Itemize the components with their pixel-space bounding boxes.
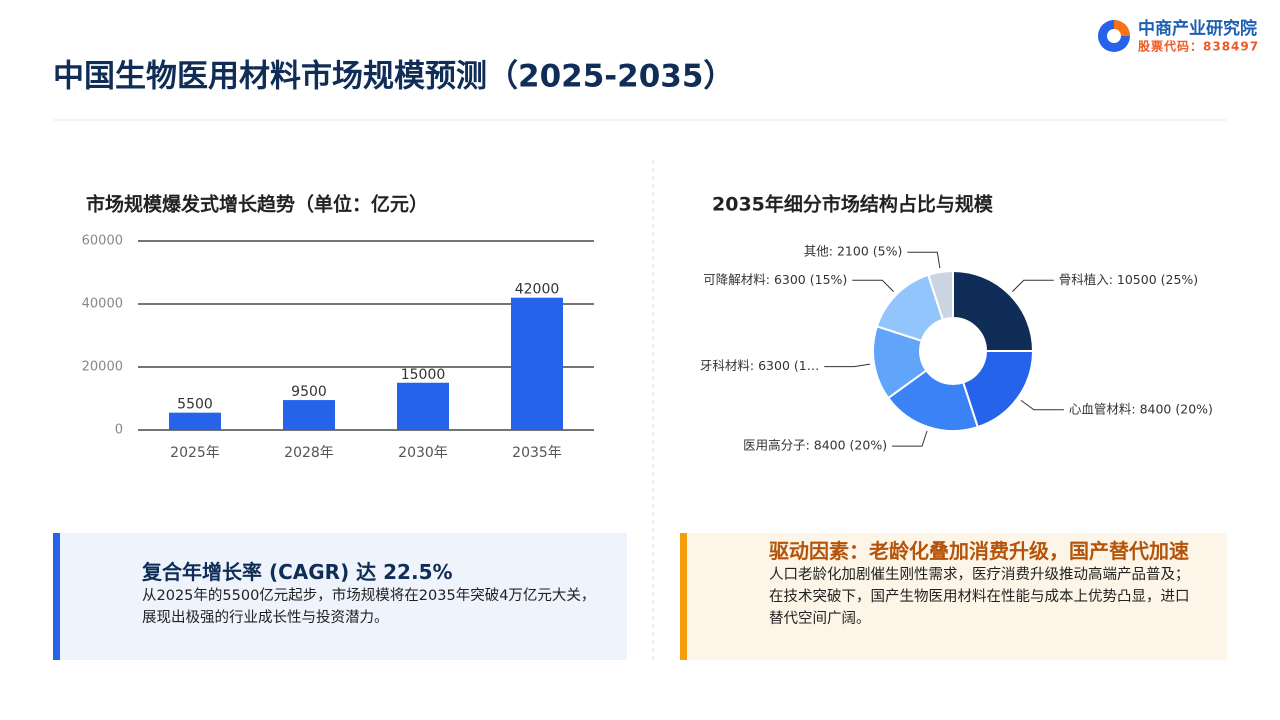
pie-slice — [927, 269, 954, 321]
pie-chart: 骨科植入: 10500 (25%) 心血管材料: 8400 (20%) 医用高分子:… — [700, 244, 1213, 453]
cagr-card: 复合年增长率 (CAGR) 达 22.5% 从2025年的5500亿元起步，市场… — [53, 533, 627, 660]
bar — [397, 382, 449, 430]
leader-line — [852, 279, 894, 292]
bar — [169, 412, 221, 430]
card-text: 从2025年的5500亿元起步，市场规模将在2035年突破4万亿元大关，展现出极… — [142, 588, 596, 626]
leader-line — [1020, 399, 1064, 411]
leader-line — [1012, 279, 1054, 292]
data-label: 15000 — [401, 367, 446, 383]
chart-title: 2035年细分市场结构占比与规模 — [712, 193, 994, 216]
slice-label: 牙科材料: 6300 (1… — [700, 358, 819, 373]
slice-label: 骨科植入: 10500 (25%) — [1059, 272, 1198, 287]
leader-line — [892, 430, 928, 447]
bar — [283, 400, 335, 430]
card-title: 复合年增长率 (CAGR) 达 22.5% — [142, 560, 453, 584]
x-tick-label: 2035年 — [512, 445, 562, 461]
y-tick-label: 20000 — [82, 360, 123, 375]
logo-name: 中商产业研究院 — [1138, 18, 1257, 39]
x-tick-label: 2028年 — [284, 445, 334, 461]
card-text: 人口老龄化加剧催生刚性需求，医疗消费升级推动高端产品普及；在技术突破下，国产生物… — [769, 567, 1190, 627]
bar-chart: 0 20000 40000 60000 5500 2025年 9500 2028年 15000 2… — [82, 234, 594, 461]
driver-card: 驱动因素：老龄化叠加消费升级，国产替代加速 人口老龄化加剧催生刚性需求，医疗消费… — [680, 533, 1227, 660]
slice-label: 其他: 2100 (5%) — [804, 244, 903, 259]
data-label: 42000 — [515, 282, 560, 298]
y-tick-label: 40000 — [82, 297, 123, 312]
chart-title: 市场规模爆发式增长趋势（单位：亿元） — [86, 193, 428, 216]
pie-slice — [886, 369, 979, 432]
slice-label: 心血管材料: 8400 (20%) — [1069, 401, 1213, 416]
slice-label: 医用高分子: 8400 (20%) — [743, 438, 887, 453]
pie-slice — [961, 350, 1035, 429]
logo-code: 股票代码：838497 — [1138, 39, 1259, 54]
bar — [511, 297, 563, 430]
leader-line — [907, 251, 941, 269]
y-tick-label: 60000 — [82, 234, 123, 249]
data-label: 5500 — [177, 397, 213, 413]
logo-icon — [1098, 20, 1130, 52]
x-tick-label: 2025年 — [170, 445, 220, 461]
leader-line — [824, 363, 871, 368]
data-label: 9500 — [291, 384, 327, 400]
card-title: 驱动因素：老龄化叠加消费升级，国产替代加速 — [769, 539, 1189, 563]
y-tick-label: 0 — [115, 423, 123, 438]
x-tick-label: 2030年 — [398, 445, 448, 461]
slice-label: 可降解材料: 6300 (15%) — [703, 272, 847, 287]
page-title: 中国生物医用材料市场规模预测（2025-2035） — [53, 59, 734, 95]
pie-slice — [952, 269, 1035, 352]
